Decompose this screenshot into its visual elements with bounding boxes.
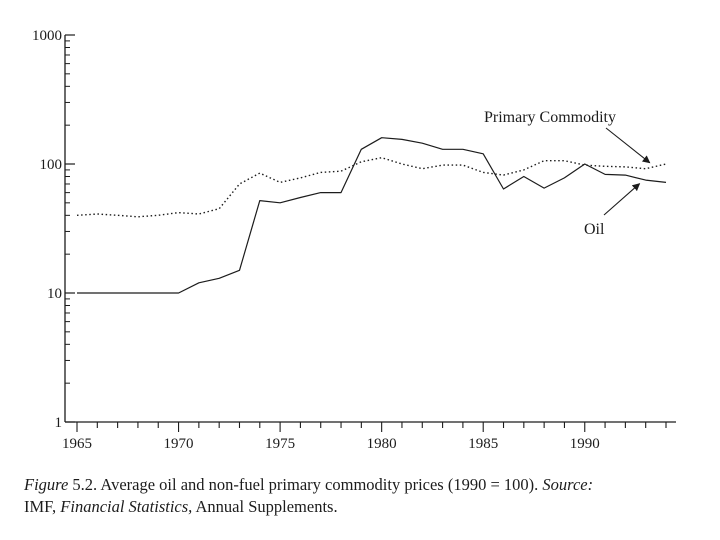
annotation-arrow-primary-commodity — [605, 127, 651, 164]
caption-source-org: IMF, — [24, 497, 57, 516]
caption-figure-number: 5.2. — [72, 475, 98, 494]
y-tick-label: 1 — [55, 415, 63, 431]
series-line-oil — [77, 137, 667, 294]
annotation-label-primary-commodity: Primary Commodity — [484, 109, 616, 126]
caption-text: Average oil and non-fuel primary commodi… — [100, 475, 539, 494]
caption-source-rest: Annual Supplements. — [195, 497, 338, 516]
caption-source-label: Source: — [542, 475, 594, 494]
y-tick-label: 10 — [47, 286, 62, 302]
x-tick-label: 1980 — [367, 436, 397, 452]
series-line-primary-commodity — [76, 156, 667, 218]
x-tick-label: 1985 — [468, 436, 498, 452]
annotation-label-oil: Oil — [584, 221, 605, 238]
caption-figure-label: Figure — [24, 475, 69, 494]
annotations: Primary Commodity Oil — [484, 109, 651, 238]
x-tick-label: 1990 — [570, 436, 600, 452]
series-lines — [76, 137, 667, 294]
caption-source-publication: Financial Statistics, — [60, 497, 193, 516]
y-tick-label: 100 — [40, 157, 63, 173]
x-tick-label: 1965 — [62, 436, 92, 452]
chart: 1 10 100 1000 1965 1970 1975 1980 1985 1990 Prima… — [32, 28, 676, 452]
y-tick-label: 1000 — [32, 28, 62, 44]
annotation-arrow-oil — [603, 183, 641, 216]
x-tick-label: 1970 — [164, 436, 194, 452]
figure-caption: Figure 5.2. Average oil and non-fuel pri… — [24, 474, 704, 518]
x-tick-label: 1975 — [265, 436, 295, 452]
axes: 1 10 100 1000 1965 1970 1975 1980 1985 1990 — [32, 28, 676, 452]
